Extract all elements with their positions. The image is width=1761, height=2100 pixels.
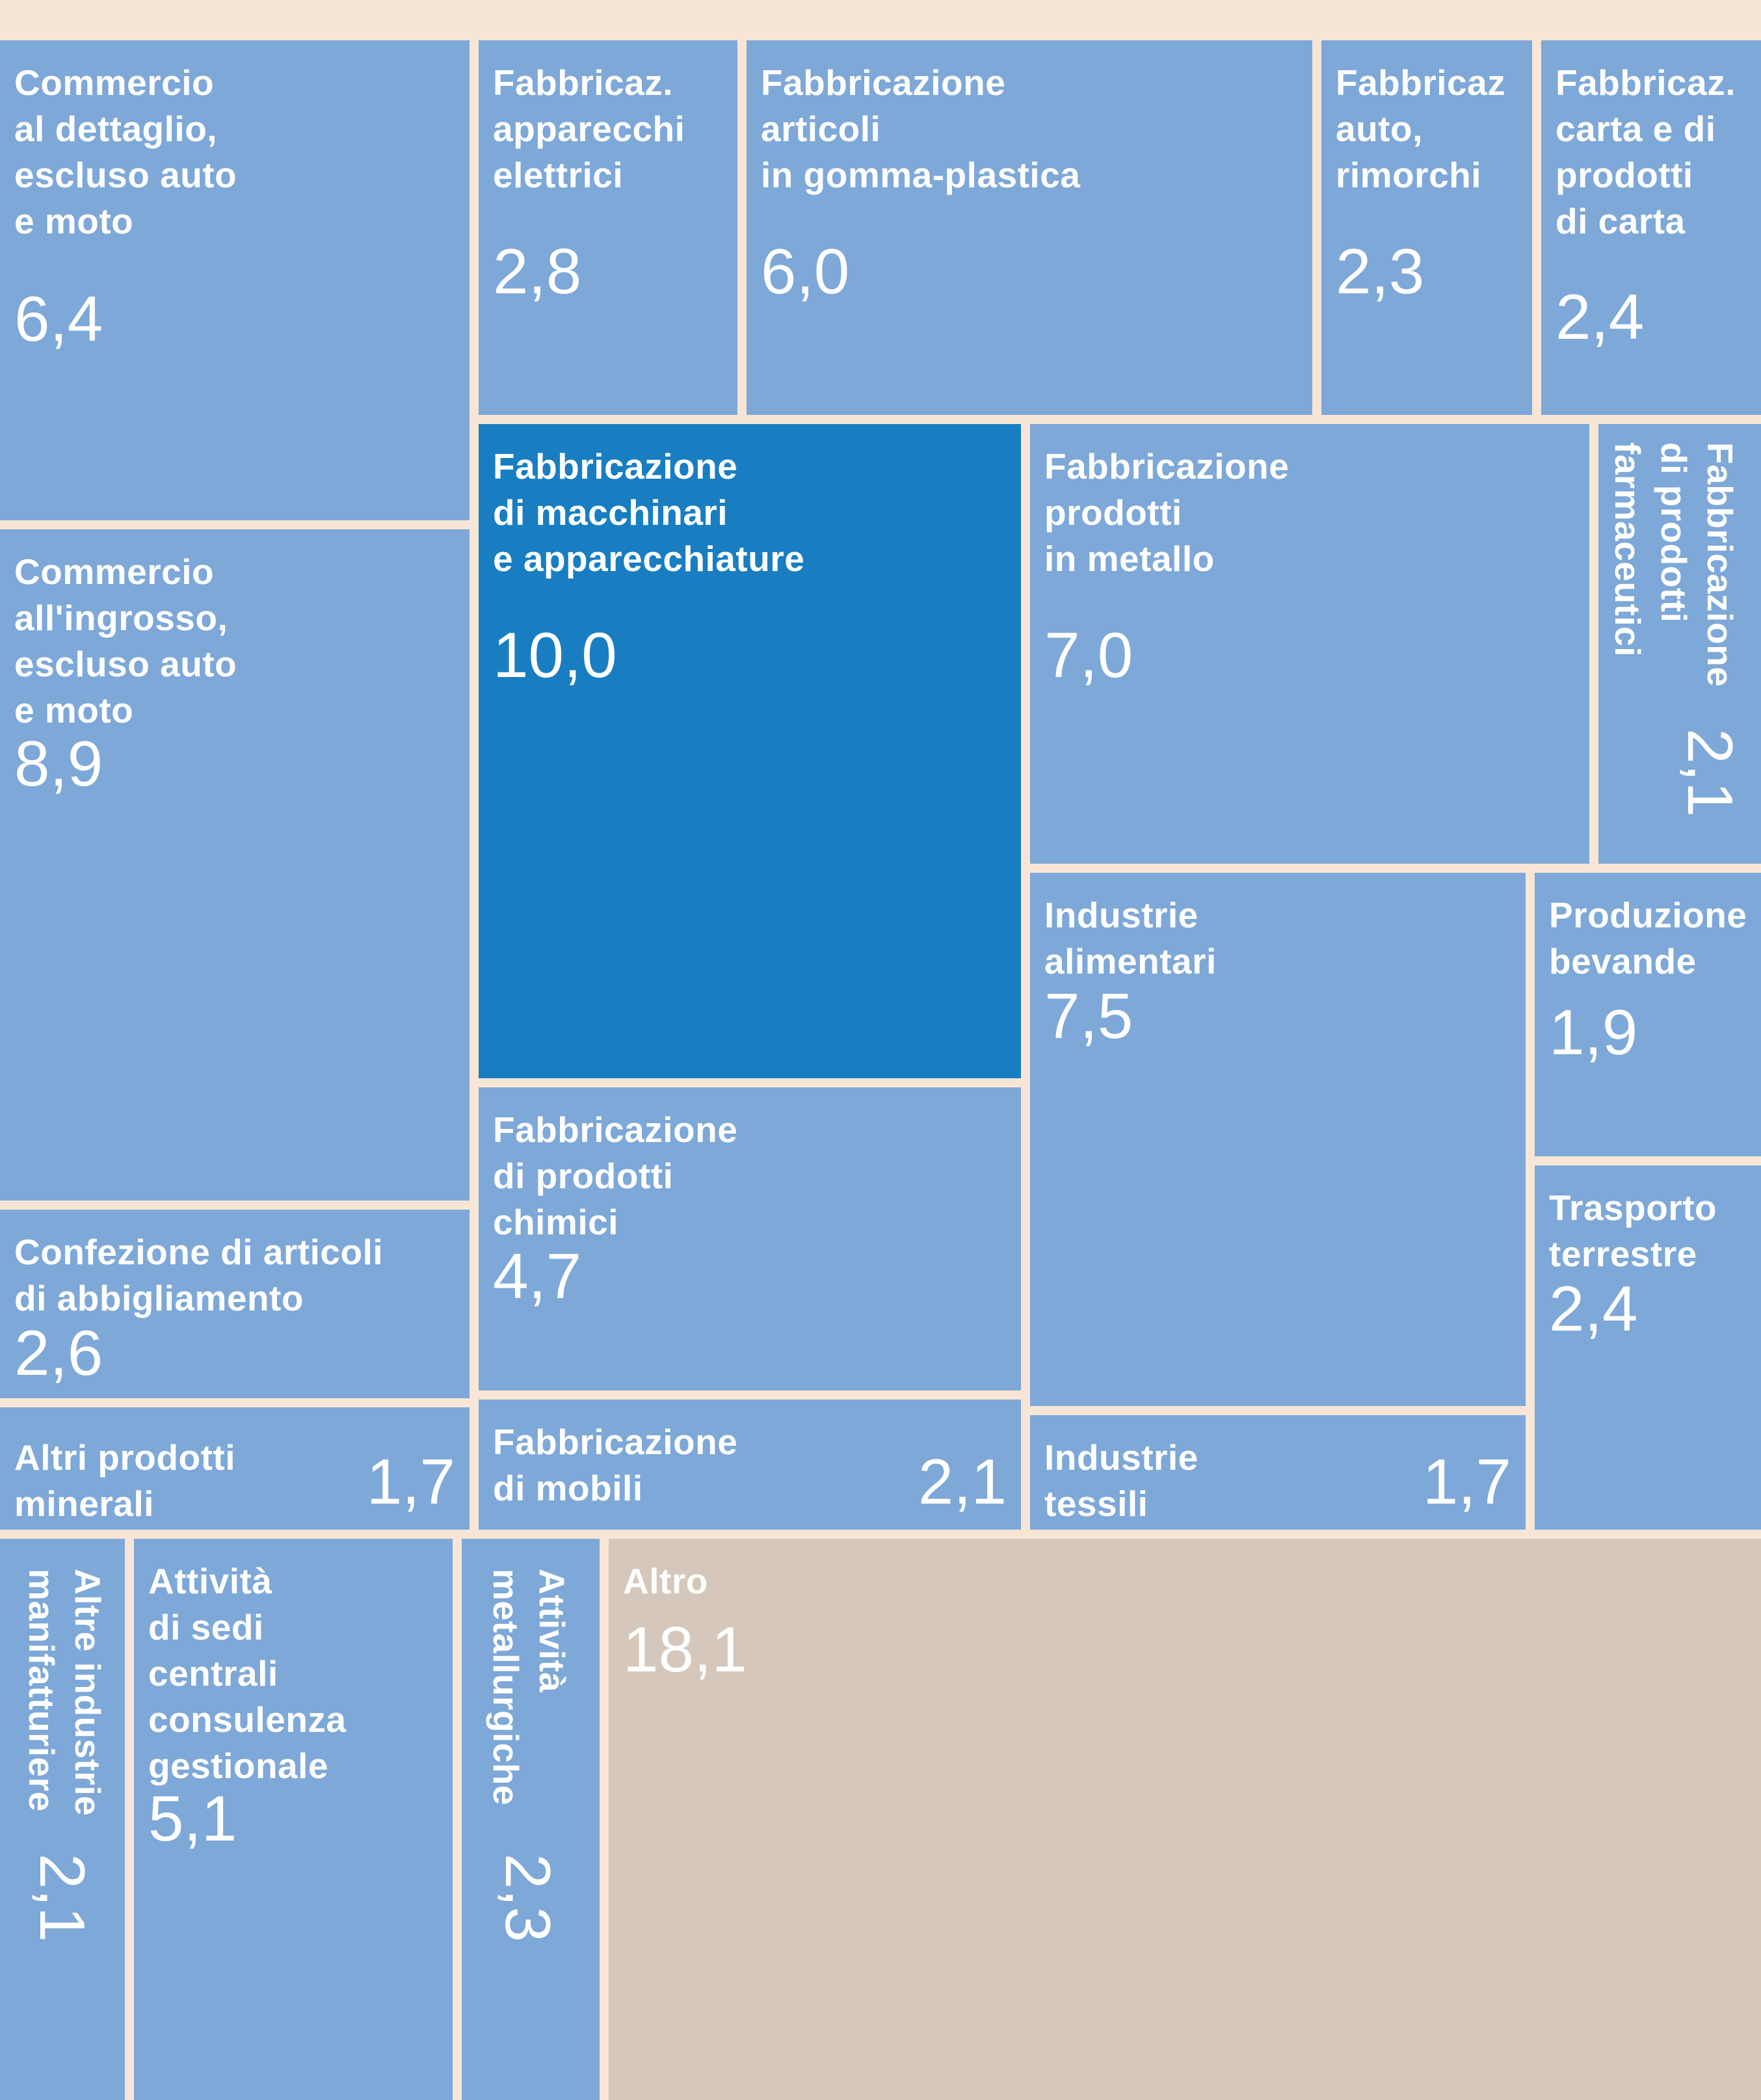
tile-carta: Fabbricaz. carta e di prodotti di carta … <box>1541 40 1761 415</box>
tile-label: Fabbricazione di prodotti chimici <box>493 1110 738 1242</box>
tile-value: 5,1 <box>148 1783 237 1854</box>
tile-label: Industrie alimentari <box>1044 895 1217 981</box>
tile-metallurgiche: Attività metallurgiche 2,3 <box>462 1539 600 2100</box>
tile-value: 1,7 <box>366 1446 455 1517</box>
tile-label: Altre industrie manifatturiere <box>21 1569 108 1816</box>
tile-mobili: Fabbricazione di mobili 2,1 <box>479 1400 1021 1530</box>
tile-tessili: Industrie tessili 1,7 <box>1030 1415 1526 1530</box>
tile-label: Commercio all'ingrosso, escluso auto e m… <box>14 552 237 730</box>
vertical-text-group: Fabbricazione di prodotti farmaceutici 2… <box>1598 424 1761 864</box>
tile-label: Attività metallurgiche <box>486 1569 572 1806</box>
tile-label: Confezione di articoli di abbigliamento <box>14 1232 384 1318</box>
tile-minerali: Altri prodotti minerali 1,7 <box>0 1407 470 1530</box>
vertical-text-group: Altre industrie manifatturiere 2,1 <box>0 1539 125 2100</box>
tile-farmaceutici: Fabbricazione di prodotti farmaceutici 2… <box>1598 424 1761 864</box>
tile-label: Altro <box>623 1561 708 1601</box>
tile-label: Commercio al dettaglio, escluso auto e m… <box>14 62 237 241</box>
tile-label: Fabbricazione di prodotti farmaceutici <box>1608 442 1740 687</box>
tile-auto-rimorchi: Fabbricaz auto, rimorchi 2,3 <box>1321 40 1532 415</box>
tile-value: 4,7 <box>493 1240 582 1312</box>
tile-sedi-centrali: Attività di sedi centrali consulenza ges… <box>134 1539 453 2100</box>
tile-label: Fabbricazione di macchinari e apparecchi… <box>493 446 805 579</box>
tile-altro: Altro 18,1 <box>609 1539 1761 2100</box>
vertical-text-group: Attività metallurgiche 2,3 <box>462 1539 600 2100</box>
tile-label: Industrie tessili <box>1044 1437 1198 1524</box>
tile-value: 1,9 <box>1549 996 1638 1068</box>
tile-value: 2,1 <box>1675 728 1746 817</box>
tile-bevande: Produzione bevande 1,9 <box>1535 873 1761 1156</box>
tile-value: 7,5 <box>1044 980 1133 1052</box>
tile-macchinari: Fabbricazione di macchinari e apparecchi… <box>479 424 1021 1078</box>
tile-trasporto: Trasporto terrestre 2,4 <box>1535 1165 1761 1530</box>
tile-value: 6,4 <box>14 283 103 354</box>
tile-label: Fabbricazione prodotti in metallo <box>1044 446 1290 579</box>
tile-label: Fabbricazione di mobili <box>493 1422 738 1508</box>
tile-chimici: Fabbricazione di prodotti chimici 4,7 <box>479 1087 1021 1390</box>
tile-label: Fabbricazione articoli in gomma-plastica <box>761 62 1081 195</box>
tile-value: 2,6 <box>14 1317 103 1389</box>
tile-commercio-dettaglio: Commercio al dettaglio, escluso auto e m… <box>0 40 470 520</box>
tile-value: 6,0 <box>761 235 850 307</box>
tile-value: 2,4 <box>1549 1273 1638 1344</box>
tile-value: 2,1 <box>918 1446 1007 1517</box>
tile-value: 2,3 <box>492 1854 564 1943</box>
tile-value: 18,1 <box>623 1614 747 1685</box>
tile-label: Fabbricaz auto, rimorchi <box>1336 62 1506 195</box>
tile-value: 10,0 <box>493 619 617 691</box>
tile-altre-manifatturiere: Altre industrie manifatturiere 2,1 <box>0 1539 125 2100</box>
tile-label: Trasporto terrestre <box>1549 1188 1717 1274</box>
tile-label: Fabbricaz. carta e di prodotti di carta <box>1556 62 1736 241</box>
tile-value: 2,4 <box>1556 281 1645 352</box>
tile-label: Produzione bevande <box>1549 895 1747 981</box>
tile-commercio-ingrosso: Commercio all'ingrosso, escluso auto e m… <box>0 529 470 1201</box>
tile-value: 2,3 <box>1336 235 1425 307</box>
tile-value: 2,8 <box>493 235 582 307</box>
tile-label: Attività di sedi centrali consulenza ges… <box>148 1561 347 1786</box>
tile-label: Altri prodotti minerali <box>14 1437 235 1524</box>
tile-value: 7,0 <box>1044 619 1133 691</box>
tile-alimentari: Industrie alimentari 7,5 <box>1030 873 1526 1406</box>
tile-gomma-plastica: Fabbricazione articoli in gomma-plastica… <box>747 40 1312 415</box>
tile-value: 8,9 <box>14 728 103 799</box>
tile-abbigliamento: Confezione di articoli di abbigliamento … <box>0 1210 470 1398</box>
tile-value: 1,7 <box>1422 1446 1511 1517</box>
tile-label: Fabbricaz. apparecchi elettrici <box>493 62 685 195</box>
tile-value: 2,1 <box>27 1854 98 1943</box>
tile-prodotti-metallo: Fabbricazione prodotti in metallo 7,0 <box>1030 424 1589 864</box>
tile-apparecchi-elettrici: Fabbricaz. apparecchi elettrici 2,8 <box>479 40 737 415</box>
